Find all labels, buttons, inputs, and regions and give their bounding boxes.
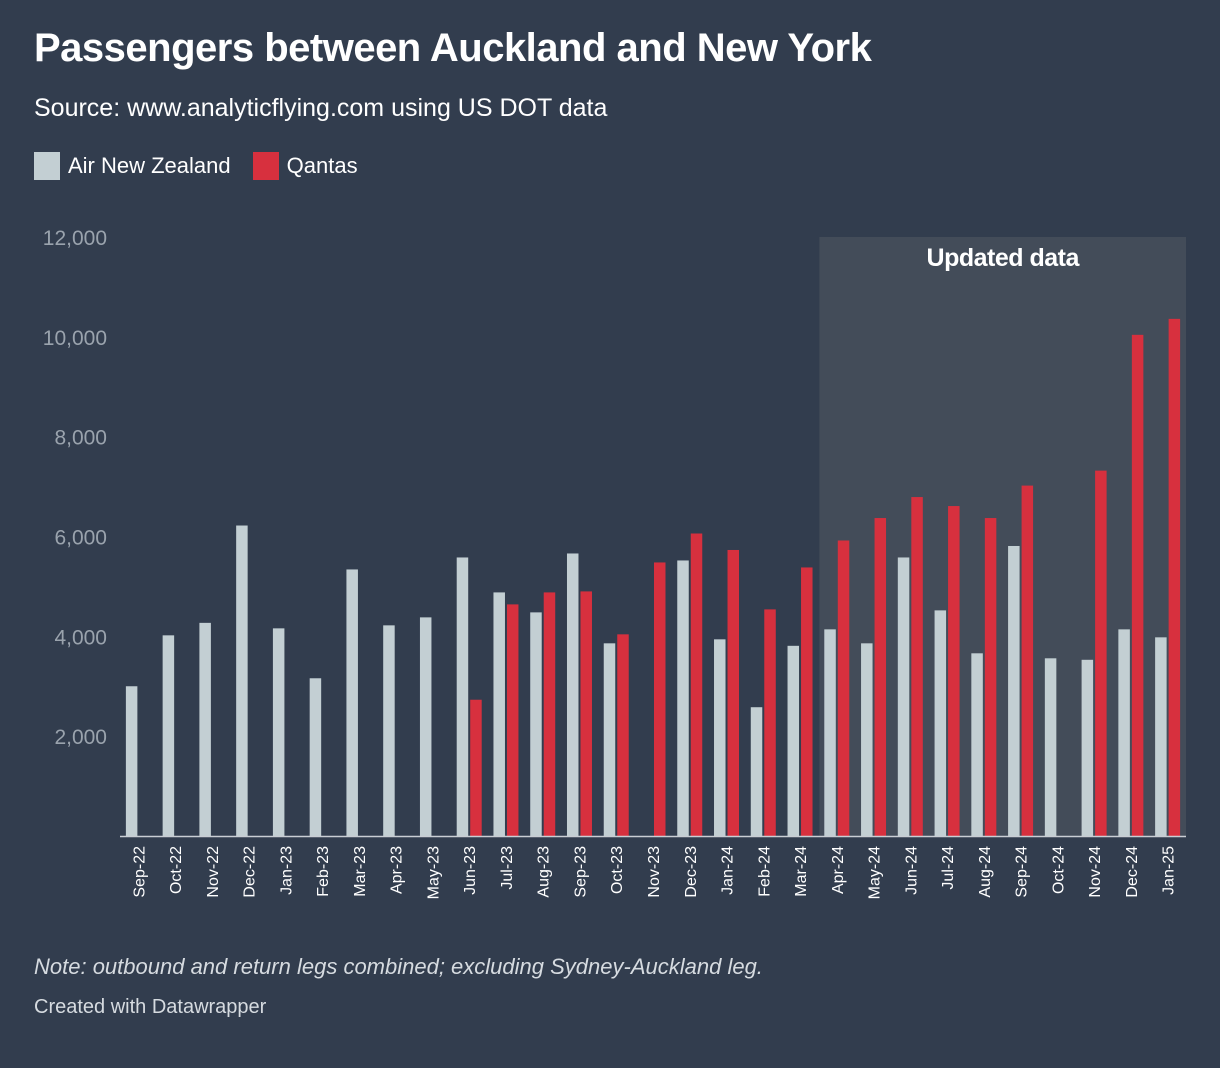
bar-qantas	[837, 540, 850, 836]
bar-qantas	[801, 567, 813, 836]
y-tick-label: 12,000	[43, 227, 107, 250]
bar-qantas	[948, 506, 960, 836]
bar-air-new-zealand	[714, 639, 726, 836]
x-tick-label: Aug-24	[977, 846, 994, 898]
x-tick-label: Oct-22	[168, 846, 185, 894]
bar-air-new-zealand	[824, 629, 836, 836]
y-tick-label: 8,000	[54, 427, 107, 450]
x-tick-label: Jan-23	[278, 846, 295, 895]
bar-air-new-zealand	[456, 557, 469, 836]
x-tick-label: Oct-23	[609, 846, 626, 894]
legend-item-qantas: Qantas	[252, 152, 358, 180]
bar-air-new-zealand	[566, 553, 579, 836]
bar-qantas	[727, 549, 740, 836]
bar-air-new-zealand	[346, 569, 358, 836]
x-tick-label: Jul-24	[940, 846, 957, 890]
x-tick-label: Apr-24	[830, 846, 847, 894]
chart-credit: Created with Datawrapper	[34, 996, 267, 1018]
bar-qantas	[1095, 470, 1107, 836]
legend-label-qantas: Qantas	[286, 153, 358, 178]
x-tick-label: Sep-24	[1014, 846, 1031, 898]
y-tick-label: 2,000	[54, 726, 107, 749]
bar-qantas	[764, 609, 776, 836]
bar-qantas	[1131, 334, 1144, 836]
bar-air-new-zealand	[861, 643, 873, 836]
bar-qantas	[580, 591, 592, 836]
bar-air-new-zealand	[236, 525, 248, 836]
legend-swatch-qantas	[252, 152, 279, 180]
bar-qantas	[911, 497, 923, 836]
bar-air-new-zealand	[603, 643, 616, 836]
bar-qantas	[1021, 485, 1034, 836]
x-tick-label: Nov-23	[646, 846, 663, 898]
x-tick-label: Apr-23	[389, 846, 406, 894]
x-tick-label: Mar-24	[793, 846, 810, 897]
bar-air-new-zealand	[1008, 545, 1020, 836]
x-tick-label: Dec-23	[683, 846, 700, 898]
bar-air-new-zealand	[750, 707, 763, 836]
x-tick-label: Dec-24	[1124, 846, 1141, 898]
x-tick-label: Jun-23	[462, 846, 479, 895]
y-tick-label: 4,000	[54, 626, 107, 649]
bar-air-new-zealand	[530, 612, 542, 836]
chart-subtitle: Source: www.analyticflying.com using US …	[34, 94, 608, 122]
bar-air-new-zealand	[419, 617, 432, 836]
x-tick-label: Aug-23	[536, 846, 553, 898]
bar-air-new-zealand	[309, 678, 322, 836]
legend: Air New Zealand Qantas	[34, 152, 380, 180]
bar-qantas	[543, 592, 556, 836]
bar-air-new-zealand	[787, 645, 800, 836]
x-tick-label: Feb-24	[756, 846, 773, 897]
x-tick-label: May-24	[867, 846, 884, 899]
legend-swatch-air-new-zealand	[34, 152, 60, 180]
bar-air-new-zealand	[1044, 658, 1057, 836]
bar-chart: Updated data 2,000 4,000 6,000 8,000 10,000 12…	[43, 227, 1186, 899]
bar-air-new-zealand	[162, 635, 175, 836]
x-tick-label: Sep-23	[572, 846, 589, 898]
bar-air-new-zealand	[934, 610, 947, 836]
x-tick-label: Mar-23	[352, 846, 369, 897]
x-tick-label: Oct-24	[1050, 846, 1067, 894]
x-tick-label: Jan-24	[720, 846, 737, 895]
x-tick-label: Nov-22	[205, 846, 222, 898]
bar-qantas	[617, 634, 629, 836]
x-tick-label: May-23	[425, 846, 442, 899]
bar-air-new-zealand	[383, 625, 395, 836]
bar-air-new-zealand	[125, 686, 138, 836]
x-tick-label: Sep-22	[131, 846, 148, 898]
x-tick-label: Jan-25	[1161, 846, 1178, 895]
x-tick-label: Nov-24	[1087, 846, 1104, 898]
x-tick-label: Jun-24	[903, 846, 920, 895]
bar-qantas	[984, 518, 997, 836]
bar-air-new-zealand	[493, 592, 505, 836]
highlight-band	[819, 237, 1186, 836]
x-tick-label: Feb-23	[315, 846, 332, 897]
bar-qantas	[874, 518, 887, 836]
bar-air-new-zealand	[677, 560, 689, 836]
bar-qantas	[1168, 318, 1181, 836]
bar-qantas	[654, 562, 666, 836]
bar-air-new-zealand	[199, 622, 211, 836]
bar-air-new-zealand	[1081, 659, 1094, 836]
bar-air-new-zealand	[897, 557, 910, 836]
x-tick-label: Dec-22	[242, 846, 259, 898]
bar-air-new-zealand	[1118, 629, 1130, 836]
y-tick-label: 6,000	[54, 527, 107, 550]
bar-qantas	[506, 604, 519, 836]
chart-title: Passengers between Auckland and New York	[34, 26, 872, 70]
bar-air-new-zealand	[1155, 637, 1167, 836]
bar-air-new-zealand	[971, 653, 983, 836]
legend-item-air-new-zealand: Air New Zealand	[34, 152, 231, 180]
y-tick-label: 10,000	[43, 327, 107, 350]
annotation-label: Updated data	[927, 244, 1081, 272]
x-tick-label: Jul-23	[499, 846, 516, 890]
chart-note: Note: outbound and return legs combined;…	[34, 954, 763, 979]
bar-qantas	[690, 533, 703, 836]
legend-label-air-new-zealand: Air New Zealand	[68, 153, 231, 178]
bar-air-new-zealand	[272, 628, 285, 836]
bar-qantas	[470, 699, 482, 836]
